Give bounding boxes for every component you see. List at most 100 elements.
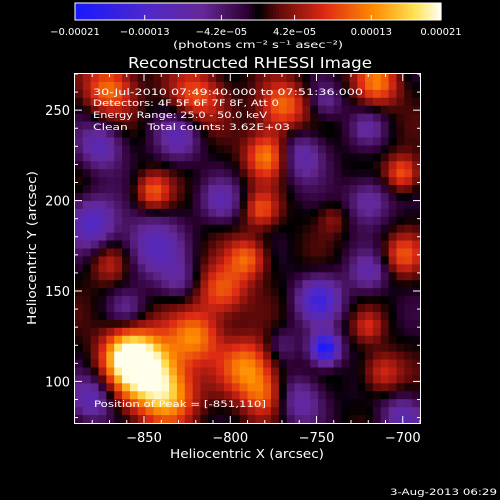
heatmap-cell <box>106 399 115 408</box>
heatmap-cell <box>122 121 131 131</box>
heatmap-cell <box>404 375 413 384</box>
heatmap-cell <box>184 248 194 257</box>
heatmap-cell <box>286 256 296 265</box>
heatmap-cell <box>137 415 147 424</box>
heatmap-cell <box>365 383 374 392</box>
heatmap-cell <box>216 208 225 218</box>
heatmap-cell <box>184 415 194 424</box>
heatmap-cell <box>231 319 241 329</box>
heatmap-cell <box>294 272 303 281</box>
heatmap-cell <box>380 304 390 313</box>
heatmap-cell <box>184 327 194 337</box>
heatmap-cell <box>325 145 335 154</box>
heatmap-cell <box>412 113 421 123</box>
heatmap-cell <box>310 383 319 392</box>
heatmap-cell <box>380 296 390 305</box>
heatmap-cell <box>341 391 350 400</box>
heatmap-cell <box>129 311 139 321</box>
heatmap-cell <box>333 137 343 146</box>
heatmap-cell <box>271 264 280 273</box>
heatmap-cell <box>192 280 201 289</box>
heatmap-cell <box>341 399 350 408</box>
heatmap-cell <box>176 367 186 376</box>
heatmap-cell <box>153 367 162 376</box>
heatmap-cell <box>357 375 366 384</box>
heatmap-cell <box>341 272 350 281</box>
heatmap-cell <box>404 296 413 305</box>
plot-frame <box>74 73 421 424</box>
heatmap-cell <box>239 264 248 273</box>
heatmap-cell <box>184 383 194 392</box>
heatmap-cell <box>192 208 201 218</box>
heatmap-cell <box>114 256 123 265</box>
heatmap-cell <box>239 311 248 321</box>
heatmap-cell <box>106 343 115 353</box>
heatmap-cell <box>90 105 100 115</box>
heatmap-cell <box>169 224 178 234</box>
heatmap-cell <box>325 280 335 289</box>
heatmap-cell <box>90 185 100 194</box>
heatmap-cell <box>365 89 374 99</box>
heatmap-cell <box>90 280 100 289</box>
heatmap-cell <box>145 351 154 361</box>
heatmap-cell <box>388 200 397 210</box>
heatmap-cell <box>98 200 107 210</box>
heatmap-cell <box>333 81 343 91</box>
heatmap-cell <box>325 161 335 170</box>
heatmap-cell <box>404 97 413 107</box>
heatmap-cell <box>365 343 374 353</box>
heatmap-cell <box>75 161 84 170</box>
heatmap-cell <box>192 335 201 345</box>
heatmap-cell <box>372 248 382 257</box>
heatmap-cell <box>122 129 131 138</box>
heatmap-cell <box>357 121 366 131</box>
heatmap-cell <box>176 224 186 234</box>
heatmap-cell <box>82 232 92 242</box>
heatmap-cell <box>302 415 311 424</box>
colorbar-segment <box>105 3 109 20</box>
heatmap-cell <box>129 169 139 178</box>
heatmap-cell <box>412 192 421 202</box>
heatmap-cell <box>404 153 413 162</box>
heatmap-cell <box>90 216 100 226</box>
heatmap-cell <box>200 216 209 226</box>
heatmap-cell <box>255 192 264 202</box>
heatmap-cell <box>349 129 358 138</box>
heatmap-cell <box>412 224 421 234</box>
heatmap-cell <box>278 240 288 249</box>
heatmap-cell <box>302 391 311 400</box>
heatmap-cell <box>286 113 296 123</box>
heatmap-cell <box>318 240 327 249</box>
heatmap-cell <box>263 185 272 194</box>
heatmap-cell <box>239 399 248 408</box>
heatmap-cell <box>192 192 201 202</box>
heatmap-cell <box>325 105 335 115</box>
heatmap-cell <box>122 145 131 154</box>
heatmap-cell <box>325 208 335 218</box>
heatmap-cell <box>122 375 131 384</box>
heatmap-cell <box>396 264 405 273</box>
heatmap-cell <box>294 81 303 91</box>
heatmap-cell <box>333 105 343 115</box>
heatmap-cell <box>380 81 390 91</box>
heatmap-cell <box>153 232 162 242</box>
heatmap-cell <box>310 97 319 107</box>
heatmap-cell <box>286 208 296 218</box>
heatmap-cell <box>169 129 178 138</box>
heatmap-cell <box>271 161 280 170</box>
heatmap-cell <box>388 169 397 178</box>
heatmap-cell <box>176 375 186 384</box>
heatmap-cell <box>349 113 358 123</box>
colorbar-segment <box>207 3 211 20</box>
heatmap-cell <box>302 367 311 376</box>
heatmap-cell <box>176 264 186 273</box>
heatmap-cell <box>294 399 303 408</box>
heatmap-cell <box>208 343 217 353</box>
heatmap-cell <box>341 74 350 83</box>
heatmap-cell <box>341 153 350 162</box>
heatmap-cell <box>90 89 100 99</box>
heatmap-cell <box>192 161 201 170</box>
heatmap-cell <box>75 383 84 392</box>
heatmap-cell <box>137 74 147 83</box>
heatmap-cell <box>255 256 264 265</box>
